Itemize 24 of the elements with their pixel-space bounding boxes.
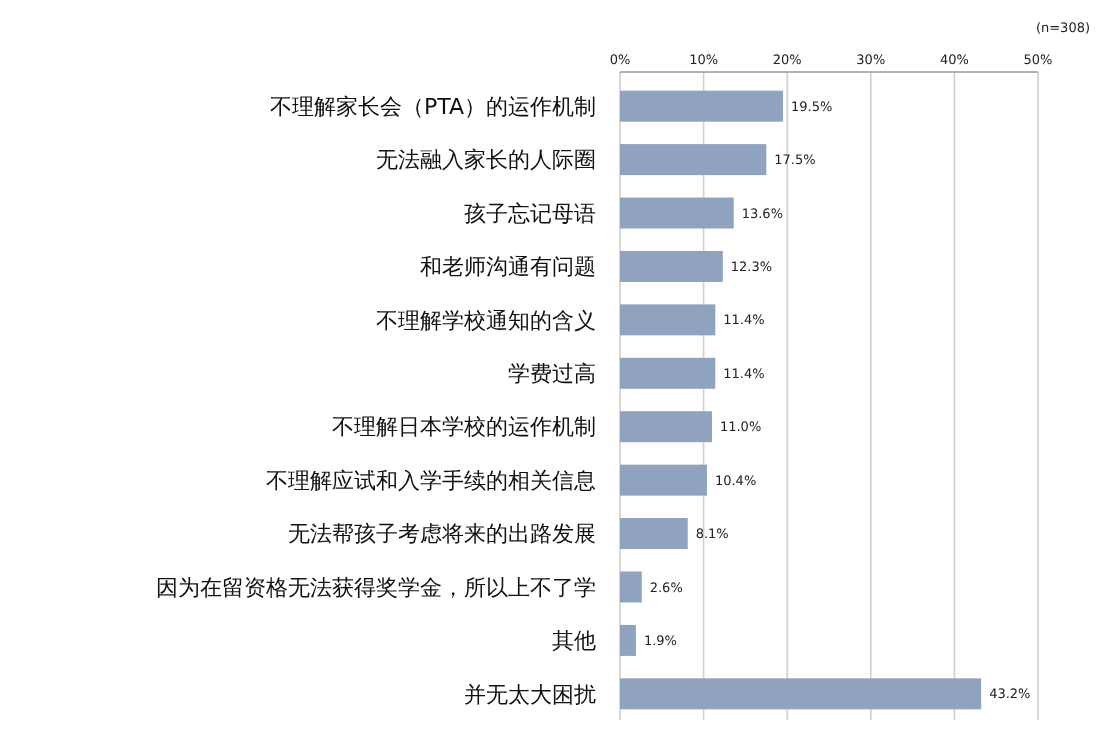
bar	[620, 197, 734, 229]
y-tick-label: 不理解日本学校的运作机制	[332, 414, 596, 441]
bar	[620, 464, 707, 496]
bar	[620, 624, 636, 656]
bar	[620, 571, 642, 603]
bar	[620, 250, 723, 282]
y-tick-label: 孩子忘记母语	[464, 200, 596, 227]
bar	[620, 304, 716, 336]
bar	[620, 678, 982, 710]
bar	[620, 411, 712, 443]
y-tick-label: 和老师沟通有问题	[420, 254, 596, 281]
bar	[620, 90, 784, 122]
bar	[620, 518, 688, 550]
y-tick-label: 不理解学校通知的含义	[376, 307, 596, 334]
y-tick-label: 其他	[552, 628, 596, 655]
y-tick-label: 学费过高	[508, 360, 596, 387]
y-tick-label: 因为在留资格无法获得奖学金，所以上不了学	[156, 574, 596, 601]
y-tick-label: 不理解应试和入学手续的相关信息	[266, 467, 596, 494]
bar	[620, 357, 716, 389]
y-tick-label: 无法融入家长的人际圈	[376, 147, 596, 174]
y-tick-label: 并无太大困扰	[464, 681, 596, 708]
y-tick-label: 无法帮孩子考虑将来的出路发展	[288, 521, 596, 548]
y-tick-label: 不理解家长会（PTA）的运作机制	[269, 93, 596, 120]
bar	[620, 144, 767, 176]
